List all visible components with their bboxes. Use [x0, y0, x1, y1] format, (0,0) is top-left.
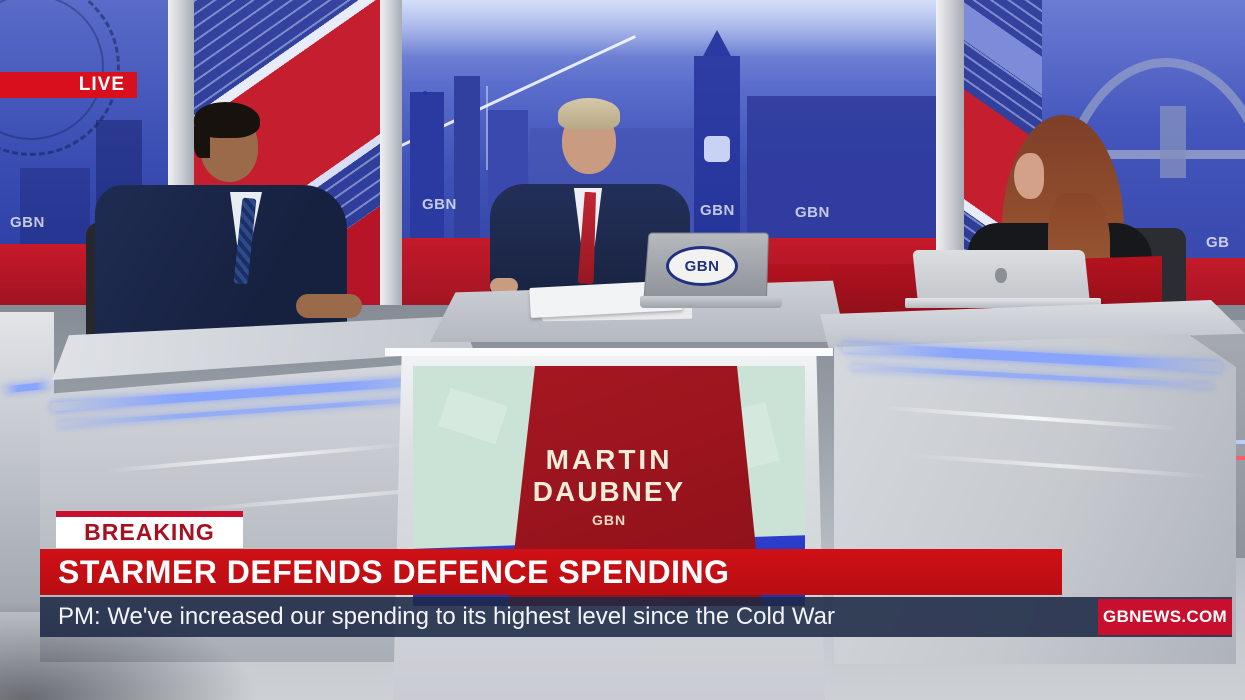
apple-logo-icon — [995, 268, 1007, 283]
skyline-building — [454, 76, 480, 238]
big-ben-clock-face — [704, 136, 730, 162]
big-ben-clock-center — [423, 91, 427, 95]
gbn-logo-icon: GBN — [591, 512, 627, 528]
anchor-desk: GBN — [430, 232, 953, 364]
bridge-tower — [1160, 106, 1186, 178]
breaking-label: BREAKING — [56, 517, 243, 548]
left-guest-hair — [194, 126, 210, 158]
right-guest-face — [1014, 153, 1044, 199]
live-badge: LIVE — [0, 72, 137, 98]
big-ben-spire — [702, 30, 732, 58]
anchor-laptop: GBN — [640, 232, 782, 312]
headline-bar: STARMER DEFENDS DEFENCE SPENDING — [40, 549, 1062, 595]
laptop-base — [905, 298, 1101, 308]
gbn-watermark-icon: GB — [1206, 234, 1230, 251]
left-guest — [80, 100, 370, 348]
anchor-hair — [558, 98, 620, 130]
sign-frame-edge — [385, 348, 833, 356]
anchor-hand — [490, 278, 518, 294]
presenter-last-name: DAUBNEY — [532, 476, 686, 507]
presenter-first-name: MARTIN — [545, 444, 673, 475]
bridge-deck — [1042, 150, 1245, 159]
sign-decor-shape — [438, 387, 508, 445]
gbn-watermark-icon: GBN — [10, 214, 45, 231]
laptop-base — [640, 296, 782, 308]
left-guest-suit — [95, 185, 347, 347]
gbn-watermark-icon: GBN — [422, 196, 457, 213]
left-guest-hands — [296, 294, 362, 318]
skyline-building — [410, 92, 444, 238]
gbn-laptop-sticker-icon: GBN — [666, 246, 738, 286]
wall-pillar — [380, 0, 402, 340]
big-ben-icon — [694, 56, 740, 238]
guest-laptop — [905, 250, 1101, 314]
gbn-watermark-icon: GBN — [795, 204, 830, 221]
breaking-tag: BREAKING — [56, 511, 243, 548]
channel-url-tag: GBNEWS.COM — [1098, 599, 1232, 635]
presenter-name-sign: MARTIN DAUBNEY GBN — [385, 348, 833, 700]
bridge-cable-graphic — [486, 86, 488, 170]
skyline-building — [747, 96, 936, 238]
skyline-building — [20, 168, 90, 244]
gbn-watermark-icon: GBN — [700, 202, 735, 219]
breaking-red-strip — [56, 511, 243, 517]
sky-glow — [402, 0, 936, 56]
ticker-bar: PM: We've increased our spending to its … — [40, 597, 1232, 637]
